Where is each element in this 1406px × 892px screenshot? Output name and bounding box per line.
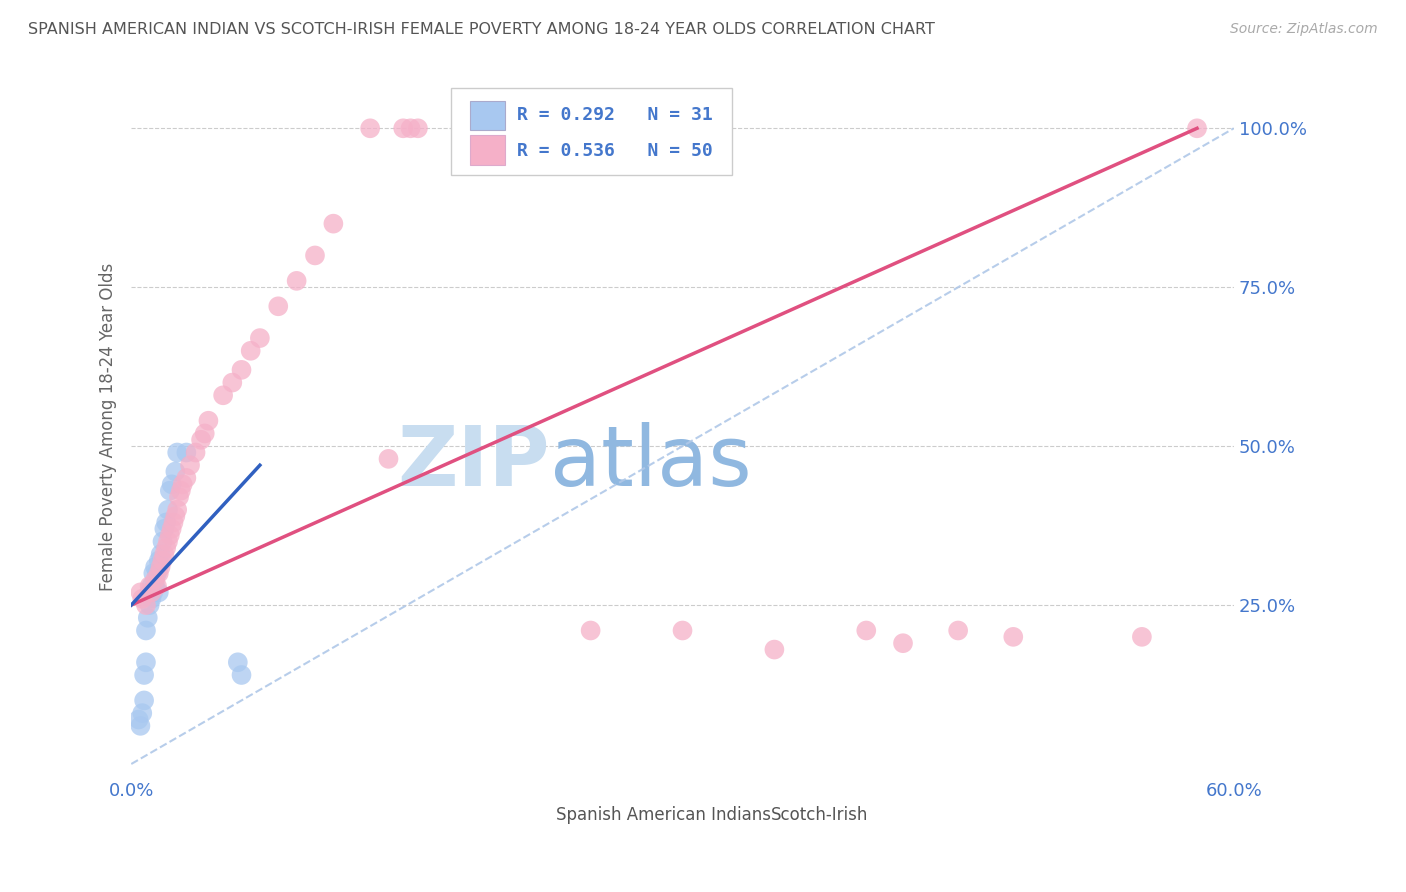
Point [132,668,155,682]
FancyBboxPatch shape [470,136,505,165]
Point [138,585,160,599]
Point [579,624,602,638]
Point [131,591,153,606]
Point [249,331,271,345]
Point [132,693,155,707]
Point [304,248,326,262]
Point [142,585,165,599]
Point [392,121,415,136]
Point [160,477,183,491]
Point [149,547,172,561]
Point [152,553,174,567]
Point [763,642,786,657]
Point [131,706,153,720]
Point [179,458,201,473]
Point [165,465,187,479]
FancyBboxPatch shape [529,805,550,826]
Point [231,363,253,377]
Point [1002,630,1025,644]
Point [142,566,165,581]
Point [138,579,160,593]
Point [143,579,166,593]
Point [399,121,422,136]
FancyBboxPatch shape [451,88,733,176]
Point [239,343,262,358]
Point [176,471,198,485]
Point [172,477,194,491]
Point [129,585,152,599]
Point [143,573,166,587]
Point [226,655,249,669]
Point [322,217,344,231]
Point [231,668,253,682]
Point [146,579,169,593]
Point [156,534,179,549]
Text: Source: ZipAtlas.com: Source: ZipAtlas.com [1230,22,1378,37]
Point [141,585,163,599]
Point [155,516,177,530]
Point [141,591,163,606]
Point [671,624,693,638]
Point [149,560,172,574]
Point [165,509,187,524]
Point [166,445,188,459]
Point [176,445,198,459]
Point [194,426,217,441]
Point [148,585,170,599]
Point [159,483,181,498]
Point [285,274,308,288]
Point [129,719,152,733]
Point [167,490,190,504]
Point [221,376,243,390]
Point [141,579,163,593]
Point [143,560,166,574]
Point [152,534,174,549]
Point [1185,121,1208,136]
Text: atlas: atlas [550,422,752,502]
Point [136,611,159,625]
Y-axis label: Female Poverty Among 18-24 Year Olds: Female Poverty Among 18-24 Year Olds [100,263,117,591]
Point [166,502,188,516]
Point [406,121,429,136]
Point [159,528,181,542]
Point [153,547,176,561]
Point [855,624,877,638]
Point [190,433,212,447]
Point [184,445,207,459]
Point [377,451,399,466]
Point [162,516,184,530]
Point [891,636,914,650]
Point [138,598,160,612]
Text: SPANISH AMERICAN INDIAN VS SCOTCH-IRISH FEMALE POVERTY AMONG 18-24 YEAR OLDS COR: SPANISH AMERICAN INDIAN VS SCOTCH-IRISH … [28,22,935,37]
Point [146,566,169,581]
Text: R = 0.536   N = 50: R = 0.536 N = 50 [517,142,713,160]
Point [1130,630,1153,644]
Point [148,566,170,581]
Point [135,655,157,669]
Text: ZIP: ZIP [398,422,550,502]
Point [155,541,177,555]
Point [267,299,290,313]
Point [359,121,381,136]
Point [197,414,219,428]
Point [156,502,179,516]
Point [135,624,157,638]
Point [153,522,176,536]
Text: Scotch-Irish: Scotch-Irish [770,806,868,824]
Point [148,553,170,567]
Point [212,388,235,402]
Text: R = 0.292   N = 31: R = 0.292 N = 31 [517,105,713,123]
FancyBboxPatch shape [744,805,765,826]
Point [160,522,183,536]
Point [128,713,150,727]
FancyBboxPatch shape [470,101,505,130]
Text: Spanish American Indians: Spanish American Indians [555,806,770,824]
Point [946,624,969,638]
Point [135,598,157,612]
Point [170,483,193,498]
